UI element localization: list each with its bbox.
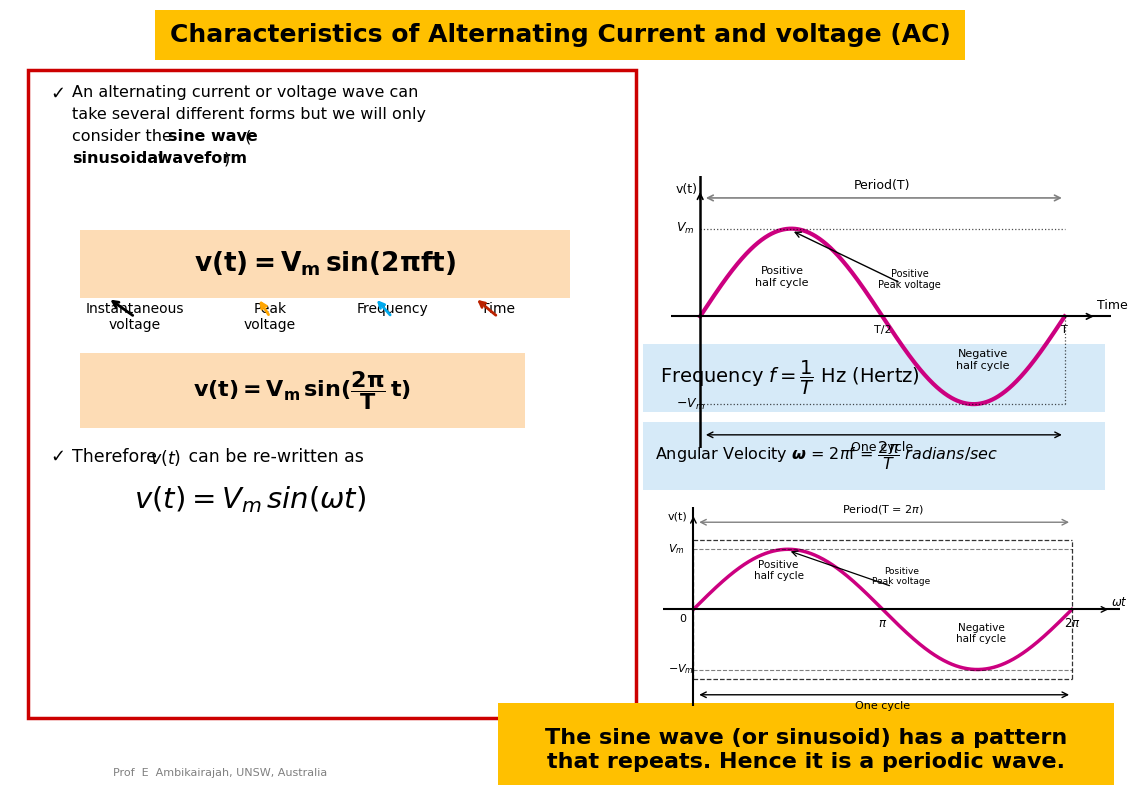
Text: that repeats. Hence it is a periodic wave.: that repeats. Hence it is a periodic wav… [547, 752, 1065, 772]
Text: $v(t) = V_m\, sin(\omega t)$: $v(t) = V_m\, sin(\omega t)$ [134, 485, 367, 515]
Text: $-V_m$: $-V_m$ [676, 397, 705, 412]
Text: Positive
Peak voltage: Positive Peak voltage [879, 269, 941, 290]
Text: An alternating current or voltage wave can: An alternating current or voltage wave c… [72, 85, 418, 100]
Text: Peak
voltage: Peak voltage [244, 302, 296, 332]
Text: ): ) [224, 151, 230, 166]
Text: can be re-written as: can be re-written as [183, 448, 364, 466]
Text: The sine wave (or sinusoid) has a pattern: The sine wave (or sinusoid) has a patter… [545, 728, 1067, 748]
Text: $V_m$: $V_m$ [676, 221, 694, 236]
Text: Frequency: Frequency [356, 302, 428, 316]
Text: $\omega t$: $\omega t$ [1111, 596, 1128, 610]
Text: Positive
Peak voltage: Positive Peak voltage [872, 566, 931, 586]
Text: $\mathbf{v(t) = V_m\, sin(\dfrac{2\pi}{T}\, t)}$: $\mathbf{v(t) = V_m\, sin(\dfrac{2\pi}{T… [193, 370, 411, 413]
FancyBboxPatch shape [497, 703, 1114, 785]
Text: Therefore: Therefore [72, 448, 162, 466]
Text: consider the: consider the [72, 129, 177, 144]
FancyBboxPatch shape [643, 422, 1105, 490]
FancyBboxPatch shape [28, 70, 636, 718]
Text: Positive
half cycle: Positive half cycle [756, 266, 809, 288]
Text: $v(t)$: $v(t)$ [150, 448, 182, 468]
Text: One cycle: One cycle [855, 701, 910, 710]
Text: v(t): v(t) [668, 511, 688, 522]
Text: Negative
half cycle: Negative half cycle [955, 350, 1010, 371]
Text: Negative
half cycle: Negative half cycle [957, 623, 1006, 645]
Text: take several different forms but we will only: take several different forms but we will… [72, 107, 426, 122]
Text: Period(T = 2$\pi$): Period(T = 2$\pi$) [841, 503, 924, 516]
Text: Characteristics of Alternating Current and voltage (AC): Characteristics of Alternating Current a… [169, 23, 951, 47]
Text: sine wave: sine wave [168, 129, 258, 144]
FancyBboxPatch shape [643, 344, 1105, 412]
Text: Period(T): Period(T) [854, 178, 910, 192]
Text: (: ( [240, 129, 252, 144]
Text: Positive
half cycle: Positive half cycle [754, 560, 803, 582]
FancyBboxPatch shape [80, 230, 570, 298]
Text: waveform: waveform [152, 151, 247, 166]
FancyBboxPatch shape [155, 10, 964, 60]
Text: 0: 0 [679, 614, 686, 624]
Text: Angular Velocity $\boldsymbol{\omega}$ = 2$\pi$f = $\dfrac{2\pi}{T}$ $\mathit{ra: Angular Velocity $\boldsymbol{\omega}$ =… [655, 439, 998, 473]
Text: Time(t): Time(t) [1096, 299, 1128, 312]
Text: ✓: ✓ [50, 448, 65, 466]
Text: T: T [1061, 325, 1068, 335]
Text: $-V_m$: $-V_m$ [668, 662, 694, 677]
Text: $\mathbf{v(t) = V_m\, sin(2\pi ft)}$: $\mathbf{v(t) = V_m\, sin(2\pi ft)}$ [194, 250, 456, 278]
Text: v(t): v(t) [676, 182, 698, 196]
FancyBboxPatch shape [80, 353, 525, 428]
Text: Instantaneous
voltage: Instantaneous voltage [86, 302, 184, 332]
Text: sinusoidal: sinusoidal [72, 151, 164, 166]
Text: Prof  E  Ambikairajah, UNSW, Australia: Prof E Ambikairajah, UNSW, Australia [113, 768, 327, 778]
Text: $2\pi$: $2\pi$ [1064, 617, 1081, 630]
Text: $V_m$: $V_m$ [668, 542, 685, 556]
Text: $\pi$: $\pi$ [878, 617, 888, 630]
Text: T/2: T/2 [873, 325, 891, 335]
Text: One cycle: One cycle [852, 441, 914, 454]
Text: ✓: ✓ [50, 85, 65, 103]
Text: Time: Time [481, 302, 515, 316]
Text: Frequency $f = \dfrac{1}{T}$ Hz (Hertz): Frequency $f = \dfrac{1}{T}$ Hz (Hertz) [660, 359, 919, 397]
